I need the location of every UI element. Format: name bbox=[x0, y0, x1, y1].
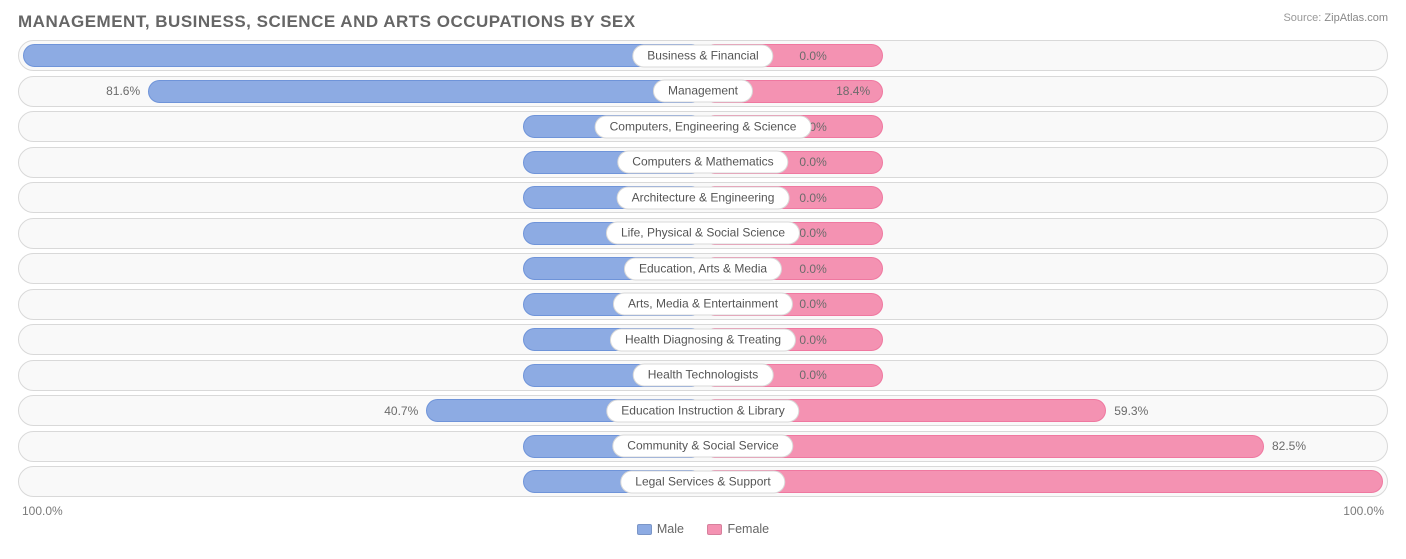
female-half: 100.0% bbox=[703, 470, 1383, 493]
female-value: 59.3% bbox=[1114, 404, 1148, 418]
chart-row: 0.0%0.0%Computers, Engineering & Science bbox=[18, 111, 1388, 142]
male-half: 0.0% bbox=[23, 186, 703, 209]
female-value: 0.0% bbox=[799, 297, 826, 311]
chart-row: 100.0% 0.0% Business & Financial bbox=[18, 40, 1388, 71]
female-value: 0.0% bbox=[799, 226, 826, 240]
legend-female-label: Female bbox=[727, 522, 769, 536]
male-half: 0.0% bbox=[23, 328, 703, 351]
female-value: 82.5% bbox=[1272, 439, 1306, 453]
male-half: 0.0% bbox=[23, 470, 703, 493]
male-half: 0.0% bbox=[23, 151, 703, 174]
legend-male-label: Male bbox=[657, 522, 684, 536]
chart-row: 0.0%0.0%Education, Arts & Media bbox=[18, 253, 1388, 284]
row-label: Health Diagnosing & Treating bbox=[610, 328, 796, 351]
chart-row: 0.0%100.0%Legal Services & Support bbox=[18, 466, 1388, 497]
female-half: 0.0% bbox=[703, 44, 1383, 67]
source-prefix: Source: bbox=[1283, 12, 1321, 24]
female-half: 0.0% bbox=[703, 257, 1383, 280]
female-bar bbox=[703, 470, 1383, 493]
female-value: 0.0% bbox=[799, 49, 826, 63]
female-value: 0.0% bbox=[799, 191, 826, 205]
female-half: 0.0% bbox=[703, 293, 1383, 316]
source-attribution: Source: ZipAtlas.com bbox=[1283, 12, 1388, 24]
row-label: Life, Physical & Social Science bbox=[606, 222, 800, 245]
female-value: 0.0% bbox=[799, 368, 826, 382]
legend-male: Male bbox=[637, 522, 688, 536]
legend: Male Female bbox=[18, 522, 1388, 536]
male-half: 0.0% bbox=[23, 364, 703, 387]
row-label: Arts, Media & Entertainment bbox=[613, 293, 793, 316]
female-half: 59.3% bbox=[703, 399, 1383, 422]
chart-row: 81.6% 18.4% Management bbox=[18, 76, 1388, 107]
female-half: 82.5% bbox=[703, 435, 1383, 458]
axis-right-label: 100.0% bbox=[1343, 504, 1384, 518]
female-value: 0.0% bbox=[799, 155, 826, 169]
row-label: Education, Arts & Media bbox=[624, 257, 782, 280]
female-value: 18.4% bbox=[836, 84, 870, 98]
female-value: 0.0% bbox=[799, 333, 826, 347]
female-half: 0.0% bbox=[703, 151, 1383, 174]
row-label: Community & Social Service bbox=[612, 435, 793, 458]
male-half: 17.5% bbox=[23, 435, 703, 458]
row-label: Education Instruction & Library bbox=[606, 399, 799, 422]
source-name: ZipAtlas.com bbox=[1324, 12, 1388, 24]
x-axis: 100.0% 100.0% bbox=[18, 502, 1388, 518]
male-half: 40.7% bbox=[23, 399, 703, 422]
male-value: 40.7% bbox=[384, 404, 418, 418]
female-half: 0.0% bbox=[703, 186, 1383, 209]
row-label: Architecture & Engineering bbox=[617, 186, 790, 209]
legend-female: Female bbox=[707, 522, 769, 536]
occupations-chart: 100.0%0.0%Business & Financial81.6%18.4%… bbox=[18, 40, 1388, 497]
axis-left-label: 100.0% bbox=[22, 504, 63, 518]
female-half: 0.0% bbox=[703, 328, 1383, 351]
female-half: 0.0% bbox=[703, 222, 1383, 245]
chart-title: MANAGEMENT, BUSINESS, SCIENCE AND ARTS O… bbox=[18, 12, 1388, 32]
chart-row: 40.7% 59.3% Education Instruction & Librar… bbox=[18, 395, 1388, 426]
chart-row: 0.0%0.0%Arts, Media & Entertainment bbox=[18, 289, 1388, 320]
male-half: 100.0% bbox=[23, 44, 703, 67]
female-half: 0.0% bbox=[703, 364, 1383, 387]
male-bar bbox=[23, 44, 703, 67]
female-half: 18.4% bbox=[703, 80, 1383, 103]
male-half: 0.0% bbox=[23, 293, 703, 316]
row-label: Legal Services & Support bbox=[620, 470, 785, 493]
row-label: Health Technologists bbox=[633, 364, 774, 387]
chart-row: 17.5% 82.5% Community & Social Service bbox=[18, 431, 1388, 462]
female-value: 0.0% bbox=[799, 262, 826, 276]
chart-row: 0.0%0.0%Health Technologists bbox=[18, 360, 1388, 391]
chart-row: 0.0%0.0%Computers & Mathematics bbox=[18, 147, 1388, 178]
male-half: 0.0% bbox=[23, 222, 703, 245]
row-label: Business & Financial bbox=[632, 44, 773, 67]
male-value: 81.6% bbox=[106, 84, 140, 98]
male-half: 0.0% bbox=[23, 257, 703, 280]
female-swatch bbox=[707, 524, 722, 535]
chart-row: 0.0% 0.0%Health Diagnosing & Treating bbox=[18, 324, 1388, 355]
male-half: 81.6% bbox=[23, 80, 703, 103]
row-label: Management bbox=[653, 80, 753, 103]
male-swatch bbox=[637, 524, 652, 535]
chart-row: 0.0%0.0%Architecture & Engineering bbox=[18, 182, 1388, 213]
row-label: Computers, Engineering & Science bbox=[595, 115, 812, 138]
male-bar bbox=[148, 80, 703, 103]
row-label: Computers & Mathematics bbox=[617, 151, 788, 174]
chart-row: 0.0% 0.0%Life, Physical & Social Science bbox=[18, 218, 1388, 249]
